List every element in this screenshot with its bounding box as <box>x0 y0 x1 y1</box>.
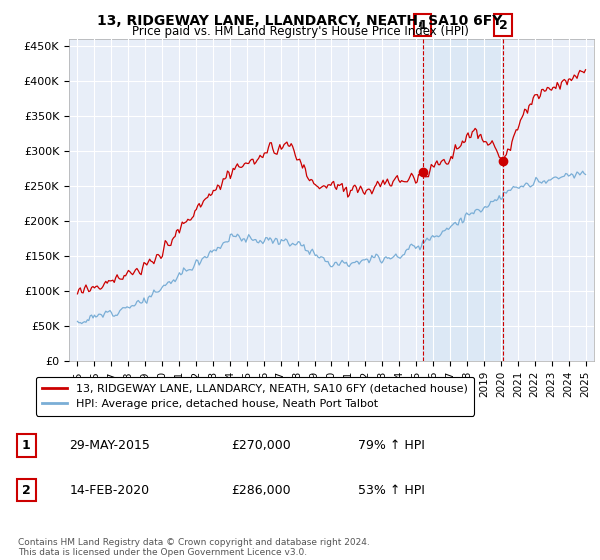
Text: 1: 1 <box>418 18 427 32</box>
Text: £286,000: £286,000 <box>231 484 290 497</box>
Text: 2: 2 <box>22 484 31 497</box>
Text: £270,000: £270,000 <box>231 439 290 452</box>
Legend: 13, RIDGEWAY LANE, LLANDARCY, NEATH, SA10 6FY (detached house), HPI: Average pri: 13, RIDGEWAY LANE, LLANDARCY, NEATH, SA1… <box>35 377 474 416</box>
Text: 1: 1 <box>22 439 31 452</box>
Text: 79% ↑ HPI: 79% ↑ HPI <box>358 439 424 452</box>
Bar <box>422 39 503 361</box>
Text: Contains HM Land Registry data © Crown copyright and database right 2024.
This d: Contains HM Land Registry data © Crown c… <box>18 538 370 557</box>
Text: 29-MAY-2015: 29-MAY-2015 <box>70 439 151 452</box>
Text: 14-FEB-2020: 14-FEB-2020 <box>70 484 150 497</box>
Text: 13, RIDGEWAY LANE, LLANDARCY, NEATH, SA10 6FY: 13, RIDGEWAY LANE, LLANDARCY, NEATH, SA1… <box>97 14 503 28</box>
Text: 2: 2 <box>499 18 508 32</box>
Text: 53% ↑ HPI: 53% ↑ HPI <box>358 484 424 497</box>
Text: Price paid vs. HM Land Registry's House Price Index (HPI): Price paid vs. HM Land Registry's House … <box>131 25 469 38</box>
